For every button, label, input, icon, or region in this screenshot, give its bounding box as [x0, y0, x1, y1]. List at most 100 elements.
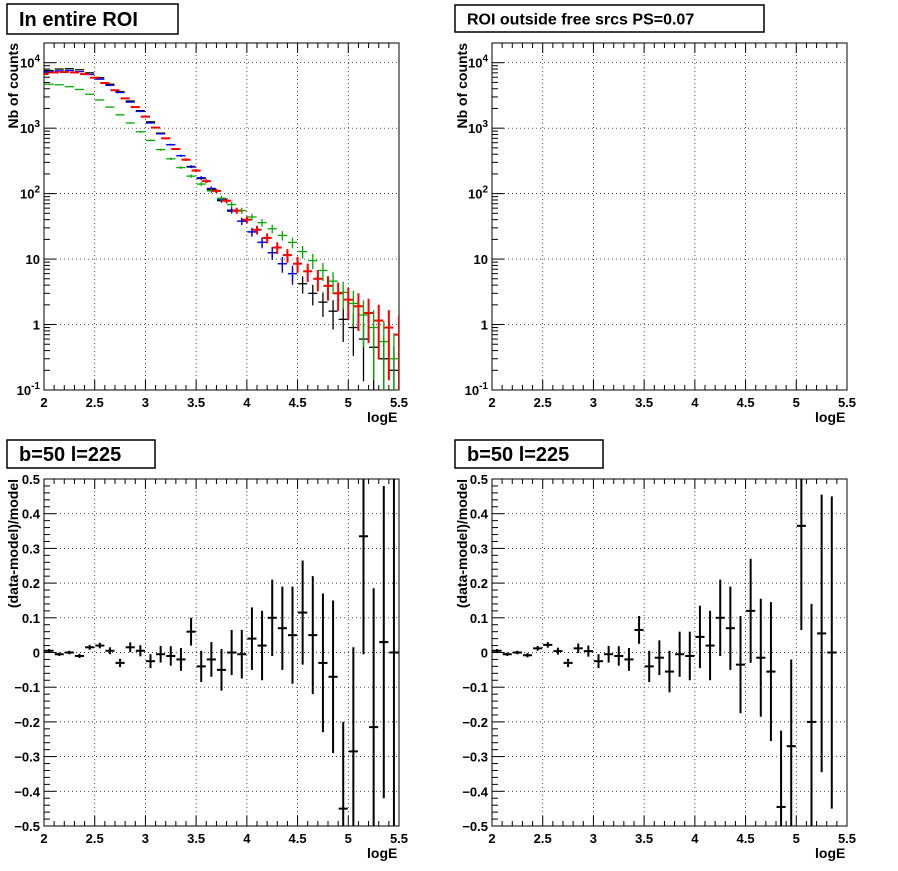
- data-point: [110, 89, 120, 92]
- data-point: [176, 154, 186, 157]
- data-point: [553, 647, 563, 655]
- data-point: [502, 652, 512, 656]
- plot-frame: [43, 42, 400, 391]
- data-point: [171, 148, 181, 151]
- data-point: [624, 647, 634, 671]
- data-point: [664, 650, 675, 693]
- x-axis-label: logE: [367, 845, 397, 861]
- y-axis-label: Nb of counts: [5, 43, 21, 129]
- data-point: [115, 658, 125, 668]
- data-point: [252, 225, 262, 235]
- y-tick-label: 0: [481, 646, 488, 661]
- data-point: [95, 99, 105, 101]
- x-tick-label: 2.5: [534, 831, 552, 846]
- data-point: [318, 292, 328, 317]
- y-axis-label: (data-model)/model: [454, 479, 470, 608]
- data-point: [74, 88, 85, 91]
- data-point: [44, 649, 54, 653]
- data-point: [369, 310, 379, 381]
- data-point: [287, 265, 298, 285]
- data-point: [293, 256, 303, 273]
- data-point: [257, 219, 267, 227]
- data-layer: [44, 68, 399, 390]
- data-point: [247, 213, 257, 221]
- x-tick-label: 2.5: [534, 395, 552, 410]
- data-point: [145, 121, 156, 123]
- data-point: [59, 71, 69, 74]
- data-point: [338, 281, 348, 310]
- y-tick-label: −0.3: [14, 750, 40, 765]
- data-point: [267, 246, 277, 261]
- data-point: [298, 276, 308, 294]
- data-point: [817, 494, 827, 773]
- panel-tr: ROI outside free srcs PS=0.07 2 2.5 3 3.5 4 4.…: [454, 4, 856, 425]
- data-point: [145, 654, 156, 669]
- y-tick-label: 10: [474, 252, 488, 267]
- y-tick-label: 102: [468, 185, 488, 202]
- x-tick-label: 3: [142, 831, 149, 846]
- data-point: [80, 73, 90, 76]
- data-point: [287, 586, 298, 684]
- y-tick-label: 0.3: [22, 541, 40, 556]
- data-point: [156, 645, 166, 663]
- y-tick-label: 0: [33, 646, 40, 661]
- y-tick-label: 0.5: [470, 472, 488, 487]
- data-point: [348, 290, 358, 327]
- data-point: [756, 598, 766, 717]
- data-point: [374, 304, 384, 360]
- data-point: [257, 237, 267, 249]
- y-tick-label: 1: [481, 318, 488, 333]
- y-tick-label: −0.4: [462, 784, 488, 799]
- y-tick-label: 10-1: [17, 381, 41, 398]
- data-point: [654, 640, 664, 676]
- data-point: [394, 315, 399, 390]
- data-point: [364, 298, 374, 344]
- data-point: [634, 616, 644, 644]
- x-tick-label: 3.5: [635, 831, 653, 846]
- data-point: [379, 320, 389, 390]
- data-point: [90, 76, 100, 79]
- x-axis-label: logE: [815, 845, 845, 861]
- data-point: [242, 216, 252, 224]
- data-point: [156, 133, 166, 135]
- y-tick-label: 0.2: [470, 576, 488, 591]
- y-tick-label: −0.5: [462, 819, 488, 834]
- data-point: [186, 174, 196, 178]
- data-point: [328, 300, 338, 330]
- x-tick-label: 4: [691, 395, 699, 410]
- data-point: [44, 73, 49, 76]
- x-tick-label: 5.5: [390, 831, 408, 846]
- panel-tl: In entire ROI22.533.544.555.510-110^-111…: [5, 3, 408, 425]
- x-tick-label: 3: [590, 395, 597, 410]
- y-tick-label: 0.2: [22, 576, 40, 591]
- panel-title: In entire ROI: [19, 9, 138, 31]
- data-point: [135, 131, 145, 133]
- data-layer: [44, 479, 399, 826]
- data-point: [135, 110, 145, 113]
- data-point: [216, 649, 227, 691]
- data-point: [44, 83, 54, 85]
- panel-title: ROI outside free srcs PS=0.07: [467, 11, 694, 28]
- x-tick-label: 2: [40, 395, 47, 410]
- y-tick-label: 104: [468, 54, 488, 71]
- y-tick-label: 10: [26, 252, 40, 267]
- data-point: [343, 287, 353, 321]
- y-tick-label: −0.4: [14, 784, 40, 799]
- data-point: [604, 645, 614, 663]
- data-point: [512, 650, 522, 655]
- y-tick-label: 0.1: [22, 611, 40, 626]
- data-point: [196, 176, 206, 180]
- title-box: [6, 439, 156, 469]
- data-point: [298, 245, 308, 259]
- x-tick-label: 4.5: [289, 831, 307, 846]
- data-point: [257, 610, 267, 681]
- data-point: [64, 69, 74, 72]
- data-point: [308, 284, 318, 306]
- data-point: [64, 650, 74, 655]
- data-point: [614, 646, 624, 666]
- data-point: [685, 631, 695, 681]
- x-tick-label: 4.5: [289, 395, 307, 410]
- data-point: [735, 616, 746, 714]
- data-point: [115, 114, 125, 116]
